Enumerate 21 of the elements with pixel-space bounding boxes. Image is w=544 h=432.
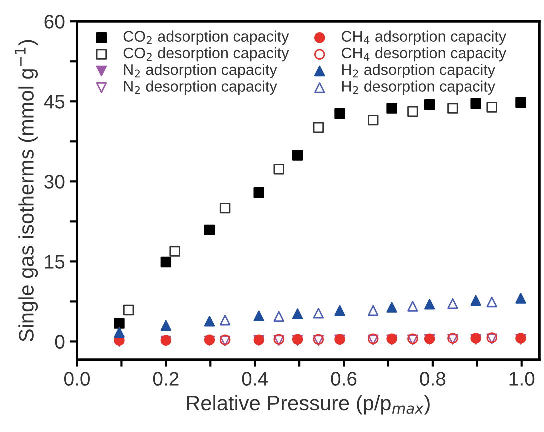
- x-tick-label: 1.0: [510, 372, 535, 386]
- x-tick-label: 0.6: [331, 372, 357, 386]
- x-tick-label: 0.2: [153, 372, 179, 386]
- legend-label: CH$_{4}$ adsorption capacity: [342, 30, 507, 46]
- legend-label: CO$_{2}$ desorption capacity: [124, 47, 290, 62]
- y-tick-label: 30: [44, 175, 65, 189]
- legend-label: H$_{2}$ desorption capacity: [342, 80, 496, 95]
- y-axis-title: Single gas isotherms (mmol g$^{−1}$): [15, 40, 38, 342]
- legend-label: CH$_{4}$ desorption capacity: [342, 47, 507, 62]
- legend-label: N$_{2}$ desorption capacity: [124, 80, 278, 95]
- x-axis-title: Relative Pressure (p/p$_{max}$): [187, 395, 430, 415]
- y-tick-label: 15: [45, 255, 65, 269]
- y-tick-label: 0: [55, 335, 65, 349]
- y-tick-label: 60: [44, 15, 65, 29]
- x-tick-label: 0.4: [242, 372, 268, 386]
- legend-label: N$_{2}$ adsorption capacity: [124, 64, 278, 78]
- legend-label: CO$_{2}$ adsorption capacity: [124, 30, 290, 46]
- y-tick-label: 45: [44, 95, 65, 109]
- legend-label: H$_{2}$ adsorption capacity: [342, 64, 496, 78]
- x-tick-label: 0.0: [64, 372, 90, 386]
- x-tick-label: 0.8: [420, 372, 446, 386]
